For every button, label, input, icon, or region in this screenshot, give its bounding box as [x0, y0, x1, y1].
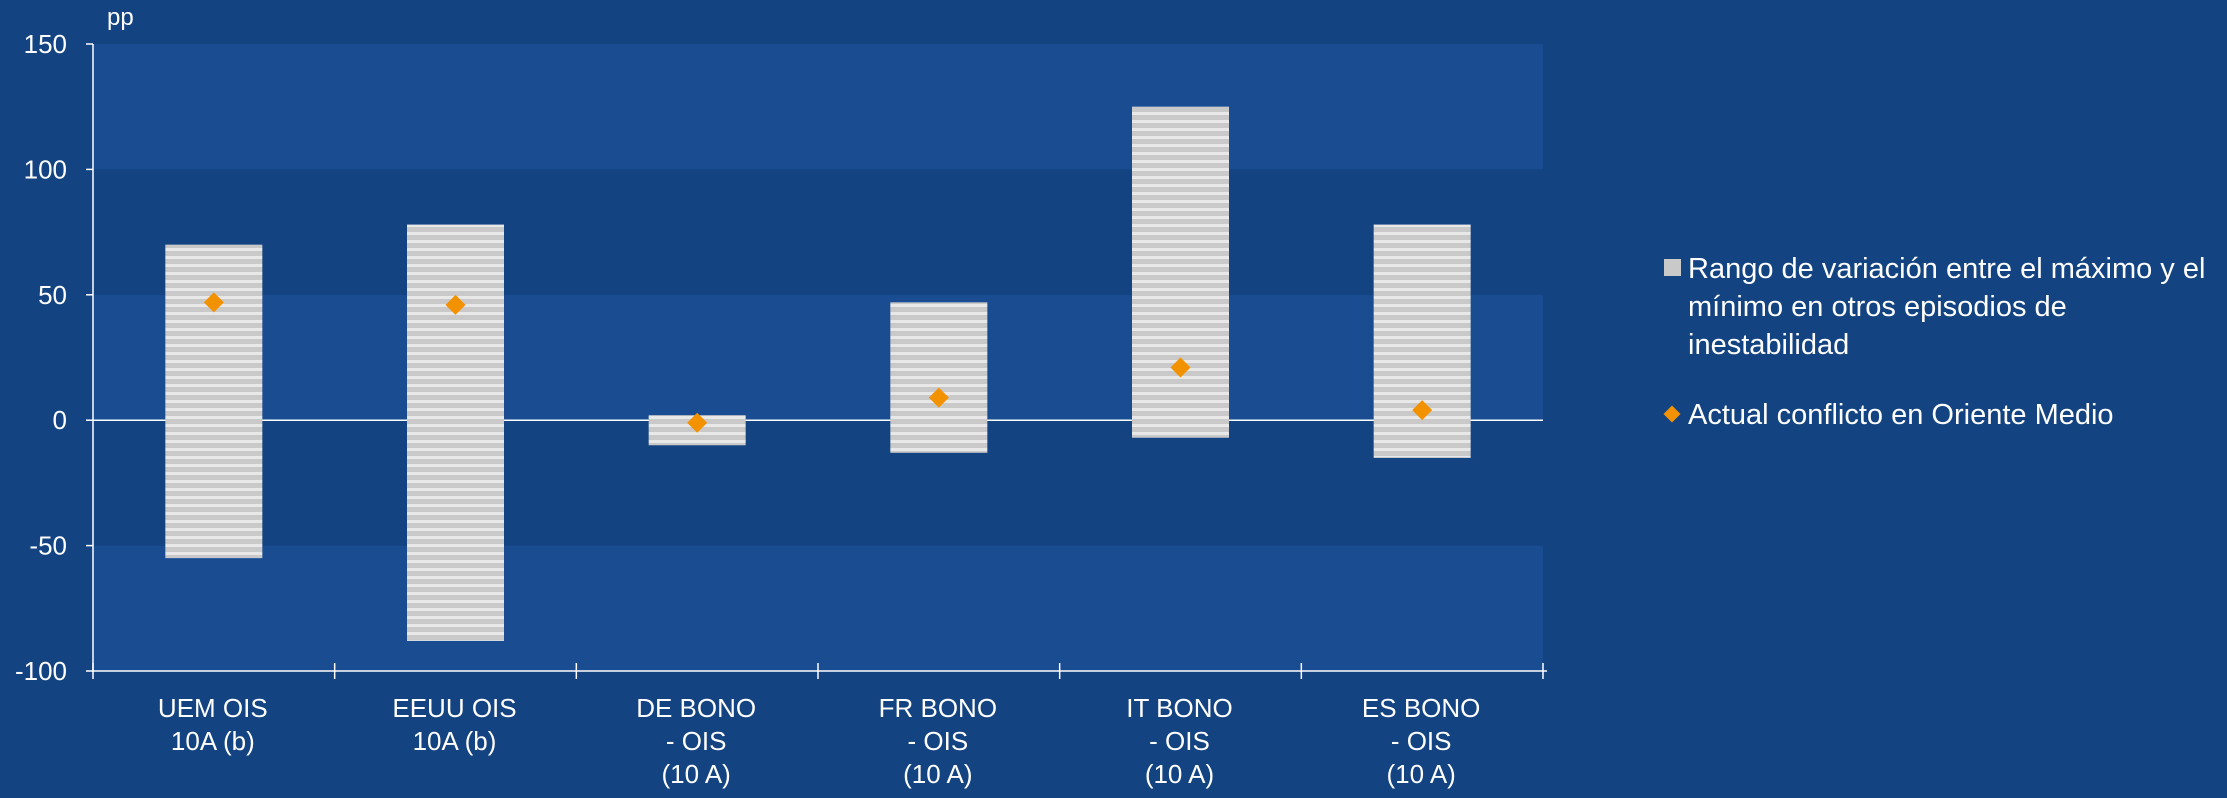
marker-point: [203, 292, 224, 313]
marker-point: [1170, 357, 1191, 378]
marker-point: [445, 294, 466, 315]
y-axis-unit-label: pp: [107, 4, 134, 31]
x-tick-label-line: - OIS: [1391, 726, 1452, 756]
legend-swatch-marker: [1663, 405, 1681, 423]
y-tick-label: 100: [24, 154, 67, 184]
x-tick-label-line: (10 A): [1145, 759, 1214, 789]
x-tick-label: DE BONO - OIS (10 A): [636, 693, 756, 789]
range-bar: [407, 224, 504, 641]
x-tick-label-line: DE BONO: [636, 693, 756, 723]
x-tick-label-line: UEM OIS: [158, 693, 268, 723]
axes: [86, 43, 1547, 679]
markers: [203, 292, 1433, 433]
x-tick-label-line: (10 A): [1386, 759, 1455, 789]
grid-band: [93, 294, 1543, 421]
x-tick-label-line: 10A (b): [413, 726, 497, 756]
legend-label-range: Rango de variación entre el máximo y el …: [1688, 253, 2206, 361]
x-tick-label: UEM OIS 10A (b): [158, 693, 268, 756]
legend-label-marker: Actual conflicto en Oriente Medio: [1688, 399, 2114, 431]
grid-band: [93, 420, 1543, 546]
x-tick-label-line: - OIS: [666, 726, 727, 756]
grid-bands: [93, 44, 1543, 671]
y-tick-label: 0: [53, 405, 67, 435]
legend-swatch-range: [1664, 259, 1681, 276]
y-tick-label: -100: [15, 656, 67, 686]
x-tick-label-line: (10 A): [661, 759, 730, 789]
y-tick-label: 150: [24, 29, 67, 59]
range-bar: [1132, 106, 1229, 438]
x-tick-label: IT BONO - OIS (10 A): [1126, 693, 1232, 789]
marker-point: [1412, 400, 1433, 421]
grid-band: [93, 169, 1543, 295]
x-tick-label: ES BONO - OIS (10 A): [1362, 693, 1480, 789]
grid-band: [93, 44, 1543, 170]
range-bar: [1373, 224, 1471, 458]
legend-item-range: Rango de variación entre el máximo y el …: [1660, 250, 2225, 364]
x-tick-label-line: EEUU OIS: [392, 693, 516, 723]
x-tick-label-line: ES BONO: [1362, 693, 1480, 723]
x-tick-label-line: (10 A): [903, 759, 972, 789]
x-tick-label-line: - OIS: [907, 726, 968, 756]
marker-point: [687, 412, 708, 433]
y-tick-label: -50: [29, 531, 67, 561]
x-tick-label-line: 10A (b): [171, 726, 255, 756]
y-tick-label: 50: [38, 280, 67, 310]
grid-band: [93, 545, 1543, 671]
range-bars: [165, 106, 1471, 641]
x-tick-label: EEUU OIS 10A (b): [392, 693, 516, 756]
x-tick-label-line: IT BONO: [1126, 693, 1232, 723]
range-bar: [890, 302, 988, 453]
legend-item-marker: Actual conflicto en Oriente Medio: [1660, 396, 2225, 434]
range-bar: [165, 244, 263, 559]
x-tick-label: FR BONO - OIS (10 A): [879, 693, 997, 789]
x-tick-label-line: FR BONO: [879, 693, 997, 723]
legend: Rango de variación entre el máximo y el …: [1660, 250, 2225, 466]
x-tick-label-line: - OIS: [1149, 726, 1210, 756]
marker-point: [928, 387, 949, 408]
